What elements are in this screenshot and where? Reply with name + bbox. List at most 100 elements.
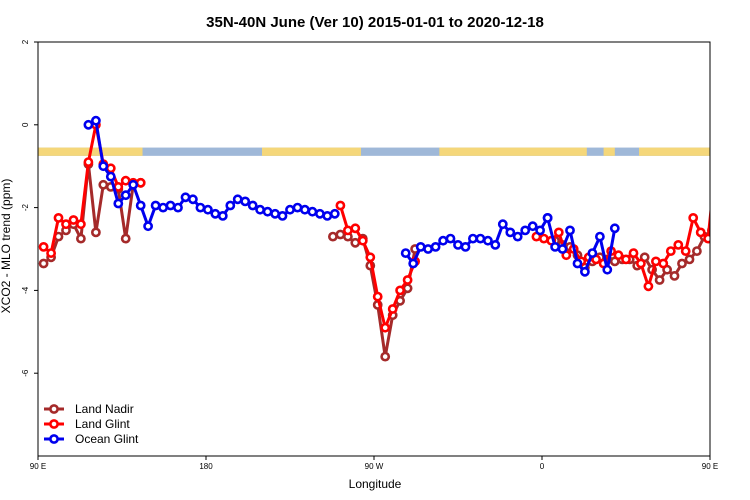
data-point-ocean-glint xyxy=(135,200,146,211)
data-point-land-nadir xyxy=(716,223,723,230)
data-point-land-nadir xyxy=(723,165,730,172)
data-point-land-glint xyxy=(46,248,56,258)
data-point-land-glint xyxy=(673,239,684,250)
data-point-ocean-glint xyxy=(482,235,493,246)
land-band-segment xyxy=(603,147,615,156)
data-point-ocean-glint xyxy=(232,194,243,205)
data-point-ocean-glint xyxy=(505,227,516,238)
data-point-land-nadir xyxy=(692,246,702,256)
data-point-ocean-glint xyxy=(497,219,508,230)
data-point-land-glint xyxy=(727,163,734,170)
data-point-ocean-glint xyxy=(285,204,295,215)
data-point-land-glint xyxy=(53,212,64,223)
data-point-ocean-glint xyxy=(587,248,598,258)
x-tick-label: 90 E xyxy=(30,462,46,471)
data-point-ocean-glint xyxy=(580,266,590,277)
data-point-land-nadir xyxy=(327,231,338,242)
series-ocean-glint xyxy=(83,115,750,277)
data-point-ocean-glint xyxy=(744,173,750,180)
y-tick-label: -6 xyxy=(21,369,30,377)
data-point-ocean-glint xyxy=(150,200,161,211)
data-point-land-glint xyxy=(613,250,624,261)
data-point-ocean-glint xyxy=(453,239,463,250)
data-point-land-glint xyxy=(621,254,631,265)
data-point-ocean-glint xyxy=(572,258,583,269)
data-point-ocean-glint xyxy=(128,179,139,190)
data-point-land-glint xyxy=(643,281,654,292)
data-point-ocean-glint xyxy=(180,192,191,203)
data-point-land-glint xyxy=(688,212,699,223)
data-point-land-nadir xyxy=(684,254,695,265)
data-point-land-glint xyxy=(628,248,639,258)
data-point-ocean-glint xyxy=(408,258,419,269)
data-point-land-glint xyxy=(636,258,646,269)
legend-marker-land-glint xyxy=(49,419,59,429)
data-point-ocean-glint xyxy=(329,208,340,219)
data-point-ocean-glint xyxy=(602,264,613,275)
legend-label-land-glint: Land Glint xyxy=(75,417,130,431)
data-point-land-glint xyxy=(703,233,710,244)
data-point-land-glint xyxy=(120,175,131,186)
data-point-ocean-glint xyxy=(460,241,471,252)
data-point-land-nadir xyxy=(738,181,745,188)
land-band-segment xyxy=(262,147,361,156)
data-point-ocean-glint xyxy=(721,121,728,128)
data-point-land-nadir xyxy=(350,237,361,248)
data-point-land-glint xyxy=(350,223,361,234)
data-point-land-glint xyxy=(695,227,706,238)
data-point-ocean-glint xyxy=(113,198,124,209)
data-point-land-glint xyxy=(357,235,368,246)
y-tick-label: -2 xyxy=(21,203,30,211)
data-point-ocean-glint xyxy=(202,204,213,215)
data-point-land-nadir xyxy=(731,231,738,238)
data-point-ocean-glint xyxy=(307,206,318,217)
data-point-ocean-glint xyxy=(475,233,486,244)
data-point-land-glint xyxy=(38,241,49,252)
data-point-ocean-glint xyxy=(729,117,736,124)
data-point-ocean-glint xyxy=(187,194,198,205)
data-point-ocean-glint xyxy=(430,241,441,252)
data-point-ocean-glint xyxy=(557,244,568,254)
data-point-land-glint xyxy=(387,304,398,314)
y-tick-label: 0 xyxy=(21,122,30,127)
data-point-ocean-glint xyxy=(98,161,109,172)
data-point-ocean-glint xyxy=(527,221,538,232)
data-point-land-glint xyxy=(742,181,749,188)
data-point-land-glint xyxy=(658,258,669,269)
data-point-land-glint xyxy=(61,219,71,230)
data-point-land-glint xyxy=(395,285,405,296)
legend-marker-ocean-glint xyxy=(49,434,59,444)
data-point-land-nadir xyxy=(746,183,750,190)
data-point-ocean-glint xyxy=(210,208,221,219)
x-tick-label: 90 E xyxy=(702,462,718,471)
data-point-ocean-glint xyxy=(173,202,183,213)
data-point-ocean-glint xyxy=(520,225,531,236)
data-point-ocean-glint xyxy=(512,231,523,242)
data-point-ocean-glint xyxy=(595,231,605,242)
y-tick-label: -4 xyxy=(21,286,30,294)
data-point-ocean-glint xyxy=(165,200,176,211)
land-ocean-band xyxy=(38,147,710,156)
data-point-land-glint xyxy=(553,227,564,238)
data-point-ocean-glint xyxy=(299,204,310,215)
legend-label-land-nadir: Land Nadir xyxy=(75,402,134,416)
data-point-land-nadir xyxy=(76,233,86,244)
data-point-land-glint xyxy=(402,275,413,285)
x-tick-label: 180 xyxy=(199,462,213,471)
data-point-land-glint xyxy=(712,161,719,168)
axes: 90 E 180 90 W 0 90 E 2 0 -2 -4 -6 xyxy=(21,39,718,471)
data-point-ocean-glint xyxy=(322,210,333,221)
series-layer xyxy=(38,115,750,362)
data-point-land-glint xyxy=(83,157,94,167)
data-point-land-nadir xyxy=(335,229,346,240)
data-point-ocean-glint xyxy=(565,225,575,236)
series-line-ocean-glint xyxy=(725,121,750,227)
data-point-ocean-glint xyxy=(277,210,288,221)
data-point-land-nadir xyxy=(669,270,680,281)
land-band-segment xyxy=(639,147,710,156)
data-point-land-nadir xyxy=(120,233,131,244)
data-point-ocean-glint xyxy=(247,200,258,211)
data-point-land-nadir xyxy=(677,258,687,269)
